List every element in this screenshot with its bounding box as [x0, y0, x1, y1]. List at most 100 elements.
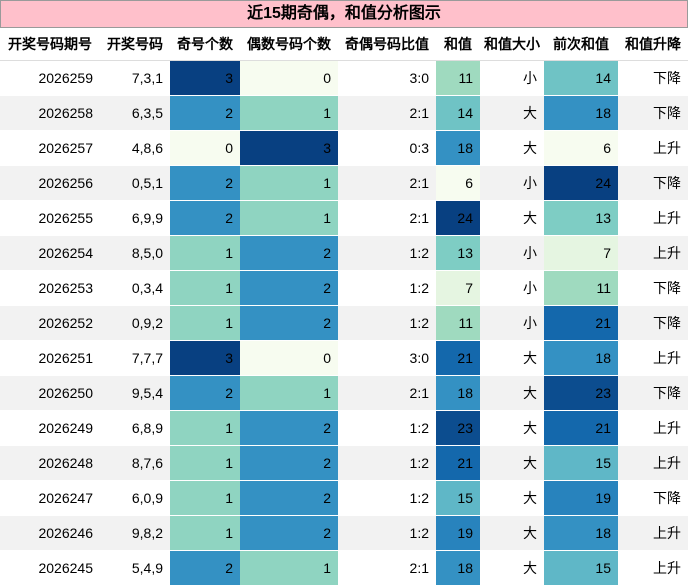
table-cell: 上升 [618, 130, 688, 166]
heatmap-cell: 6 [544, 130, 618, 166]
table-cell: 2026254 [0, 235, 100, 271]
table-cell: 2026253 [0, 270, 100, 306]
heatmap-cell: 2 [170, 550, 240, 586]
heatmap-cell: 13 [544, 200, 618, 236]
column-header: 开奖号码期号 [0, 28, 100, 61]
column-header: 和值升降 [618, 28, 688, 61]
table-cell: 3:0 [338, 340, 436, 376]
table-cell: 下降 [618, 375, 688, 411]
table-row: 2026250 9,5,4 2 1 2:1 18 大 23 下降 [0, 375, 688, 411]
heatmap-cell: 2 [240, 515, 338, 551]
heatmap-cell: 19 [436, 515, 480, 551]
table-row: 2026249 6,8,9 1 2 1:2 23 大 21 上升 [0, 410, 688, 446]
table-cell: 0:3 [338, 130, 436, 166]
heatmap-cell: 1 [240, 165, 338, 201]
heatmap-cell: 18 [436, 550, 480, 586]
table-cell: 小 [480, 305, 544, 341]
heatmap-cell: 15 [436, 480, 480, 516]
table-cell: 2:1 [338, 375, 436, 411]
heatmap-cell: 23 [544, 375, 618, 411]
table-cell: 小 [480, 270, 544, 306]
heatmap-cell: 1 [240, 550, 338, 586]
heatmap-cell: 7 [544, 235, 618, 271]
table-cell: 1:2 [338, 515, 436, 551]
table-cell: 0,3,4 [100, 270, 170, 306]
table-cell: 上升 [618, 200, 688, 236]
table-cell: 上升 [618, 515, 688, 551]
heatmap-cell: 21 [544, 305, 618, 341]
table-cell: 6,8,9 [100, 410, 170, 446]
table-row: 2026248 8,7,6 1 2 1:2 21 大 15 上升 [0, 445, 688, 481]
heatmap-cell: 3 [170, 340, 240, 376]
heatmap-cell: 0 [170, 130, 240, 166]
heatmap-cell: 24 [544, 165, 618, 201]
column-header: 奇偶号码比值 [338, 28, 436, 61]
table-cell: 上升 [618, 235, 688, 271]
heatmap-cell: 2 [240, 410, 338, 446]
table-cell: 2026252 [0, 305, 100, 341]
heatmap-cell: 2 [240, 270, 338, 306]
chart-title: 近15期奇偶，和值分析图示 [0, 0, 688, 28]
table-cell: 2:1 [338, 200, 436, 236]
table-cell: 5,4,9 [100, 550, 170, 586]
heatmap-cell: 1 [170, 515, 240, 551]
heatmap-cell: 2 [240, 480, 338, 516]
column-header: 奇号个数 [170, 28, 240, 61]
table-cell: 下降 [618, 480, 688, 516]
heatmap-cell: 18 [436, 130, 480, 166]
data-table: 开奖号码期号 开奖号码 奇号个数 偶数号码个数 奇偶号码比值 和值 和值大小 前次和值 和值升降… [0, 28, 688, 586]
table-cell: 1:2 [338, 305, 436, 341]
heatmap-cell: 2 [240, 445, 338, 481]
table-cell: 0,5,1 [100, 165, 170, 201]
table-cell: 1:2 [338, 235, 436, 271]
heatmap-cell: 1 [170, 410, 240, 446]
heatmap-cell: 1 [170, 235, 240, 271]
table-cell: 下降 [618, 270, 688, 306]
heatmap-cell: 21 [436, 445, 480, 481]
heatmap-cell: 15 [544, 445, 618, 481]
table-cell: 9,8,2 [100, 515, 170, 551]
table-cell: 4,8,6 [100, 130, 170, 166]
table-row: 2026259 7,3,1 3 0 3:0 11 小 14 下降 [0, 60, 688, 96]
heatmap-cell: 0 [240, 60, 338, 96]
table-cell: 7,7,7 [100, 340, 170, 376]
table-cell: 2026251 [0, 340, 100, 376]
column-header: 和值大小 [480, 28, 544, 61]
table-cell: 大 [480, 550, 544, 586]
table-cell: 1:2 [338, 270, 436, 306]
table-cell: 大 [480, 515, 544, 551]
table-row: 2026253 0,3,4 1 2 1:2 7 小 11 下降 [0, 270, 688, 306]
heatmap-cell: 11 [544, 270, 618, 306]
table-cell: 上升 [618, 445, 688, 481]
heatmap-cell: 3 [170, 60, 240, 96]
column-header: 和值 [436, 28, 480, 61]
heatmap-cell: 1 [240, 200, 338, 236]
table-cell: 2026259 [0, 60, 100, 96]
heatmap-cell: 0 [240, 340, 338, 376]
table-cell: 下降 [618, 95, 688, 131]
heatmap-cell: 18 [544, 515, 618, 551]
heatmap-cell: 23 [436, 410, 480, 446]
heatmap-cell: 18 [436, 375, 480, 411]
table-cell: 6,0,9 [100, 480, 170, 516]
heatmap-cell: 18 [544, 95, 618, 131]
heatmap-cell: 1 [170, 305, 240, 341]
heatmap-cell: 7 [436, 270, 480, 306]
heatmap-cell: 1 [170, 445, 240, 481]
table-row: 2026256 0,5,1 2 1 2:1 6 小 24 下降 [0, 165, 688, 201]
table-cell: 上升 [618, 410, 688, 446]
heatmap-cell: 18 [544, 340, 618, 376]
table-row: 2026245 5,4,9 2 1 2:1 18 大 15 上升 [0, 550, 688, 586]
table-cell: 6,9,9 [100, 200, 170, 236]
heatmap-cell: 11 [436, 60, 480, 96]
table-cell: 大 [480, 480, 544, 516]
heatmap-cell: 13 [436, 235, 480, 271]
heatmap-cell: 2 [170, 200, 240, 236]
heatmap-cell: 19 [544, 480, 618, 516]
heatmap-cell: 2 [240, 235, 338, 271]
heatmap-cell: 1 [170, 480, 240, 516]
table-cell: 1:2 [338, 410, 436, 446]
table-cell: 2:1 [338, 165, 436, 201]
heatmap-cell: 1 [240, 95, 338, 131]
